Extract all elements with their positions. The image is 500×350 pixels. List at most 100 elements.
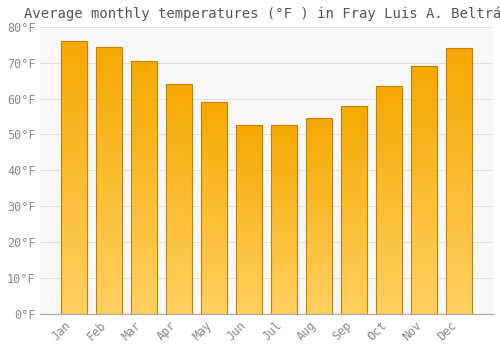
Bar bbox=[411, 146, 438, 147]
Bar bbox=[341, 139, 367, 140]
Bar bbox=[96, 264, 122, 266]
Bar bbox=[411, 95, 438, 96]
Bar bbox=[271, 129, 297, 130]
Bar bbox=[271, 162, 297, 163]
Bar bbox=[61, 247, 87, 248]
Bar bbox=[446, 145, 472, 147]
Bar bbox=[201, 271, 228, 272]
Bar bbox=[96, 91, 122, 92]
Bar bbox=[341, 185, 367, 186]
Bar bbox=[376, 307, 402, 308]
Bar bbox=[271, 145, 297, 146]
Bar bbox=[306, 227, 332, 228]
Bar bbox=[341, 304, 367, 306]
Bar bbox=[96, 215, 122, 216]
Bar bbox=[376, 159, 402, 160]
Bar bbox=[61, 226, 87, 228]
Bar bbox=[271, 155, 297, 156]
Bar bbox=[376, 226, 402, 227]
Bar bbox=[271, 209, 297, 210]
Bar bbox=[341, 231, 367, 232]
Bar bbox=[131, 242, 157, 243]
Bar bbox=[271, 226, 297, 227]
Bar bbox=[201, 149, 228, 150]
Bar bbox=[201, 153, 228, 154]
Bar bbox=[271, 250, 297, 251]
Bar bbox=[341, 283, 367, 284]
Bar bbox=[271, 180, 297, 181]
Bar bbox=[166, 252, 192, 253]
Bar bbox=[446, 54, 472, 55]
Bar bbox=[166, 136, 192, 137]
Bar bbox=[131, 251, 157, 252]
Bar bbox=[166, 131, 192, 132]
Bar bbox=[411, 105, 438, 106]
Bar bbox=[166, 225, 192, 226]
Bar bbox=[166, 134, 192, 135]
Bar bbox=[376, 128, 402, 129]
Bar bbox=[61, 261, 87, 262]
Bar bbox=[411, 107, 438, 108]
Bar bbox=[306, 224, 332, 225]
Bar bbox=[446, 228, 472, 229]
Bar bbox=[131, 247, 157, 248]
Bar bbox=[166, 203, 192, 204]
Bar bbox=[236, 139, 262, 140]
Bar bbox=[236, 150, 262, 151]
Bar bbox=[411, 165, 438, 167]
Bar bbox=[376, 305, 402, 306]
Bar bbox=[376, 182, 402, 183]
Bar bbox=[96, 286, 122, 287]
Bar bbox=[446, 253, 472, 254]
Bar bbox=[131, 233, 157, 234]
Bar bbox=[166, 119, 192, 120]
Bar bbox=[236, 291, 262, 292]
Bar bbox=[411, 197, 438, 199]
Bar bbox=[96, 207, 122, 208]
Bar bbox=[166, 121, 192, 122]
Bar bbox=[61, 128, 87, 130]
Bar bbox=[236, 208, 262, 209]
Bar bbox=[96, 107, 122, 108]
Bar bbox=[236, 172, 262, 173]
Bar bbox=[271, 309, 297, 310]
Bar bbox=[271, 191, 297, 193]
Bar bbox=[411, 221, 438, 222]
Bar bbox=[201, 298, 228, 299]
Bar bbox=[61, 160, 87, 161]
Bar bbox=[411, 110, 438, 111]
Bar bbox=[446, 103, 472, 104]
Bar bbox=[271, 247, 297, 248]
Bar bbox=[306, 292, 332, 293]
Bar bbox=[131, 211, 157, 213]
Bar bbox=[131, 273, 157, 275]
Bar bbox=[131, 88, 157, 89]
Bar bbox=[271, 289, 297, 290]
Bar bbox=[96, 153, 122, 155]
Bar bbox=[96, 72, 122, 73]
Bar bbox=[61, 190, 87, 191]
Bar bbox=[446, 137, 472, 139]
Bar bbox=[61, 250, 87, 251]
Bar bbox=[341, 263, 367, 264]
Bar bbox=[61, 56, 87, 57]
Bar bbox=[96, 252, 122, 254]
Bar bbox=[166, 196, 192, 197]
Bar bbox=[341, 215, 367, 216]
Bar bbox=[96, 132, 122, 133]
Bar bbox=[166, 126, 192, 127]
Bar bbox=[96, 158, 122, 159]
Bar bbox=[376, 209, 402, 210]
Bar bbox=[166, 243, 192, 244]
Bar bbox=[411, 313, 438, 314]
Bar bbox=[376, 151, 402, 152]
Bar bbox=[166, 188, 192, 189]
Bar bbox=[271, 154, 297, 155]
Bar bbox=[201, 241, 228, 242]
Bar bbox=[306, 126, 332, 127]
Bar bbox=[411, 247, 438, 248]
Bar bbox=[376, 186, 402, 187]
Bar bbox=[341, 204, 367, 205]
Bar bbox=[376, 211, 402, 212]
Bar bbox=[446, 121, 472, 122]
